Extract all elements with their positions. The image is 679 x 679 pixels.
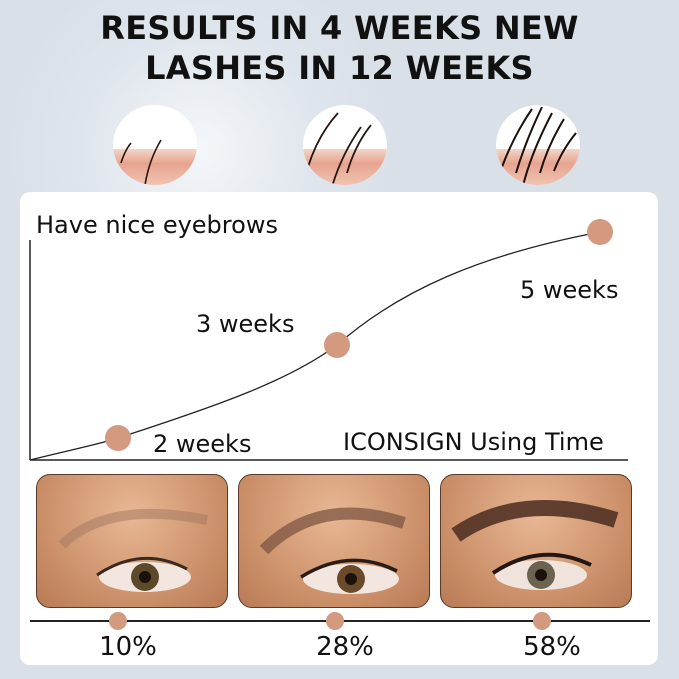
point-2-weeks bbox=[105, 425, 131, 451]
eyebrow-photo-58 bbox=[440, 474, 632, 608]
result-percent: 10% bbox=[99, 632, 157, 662]
x-axis-label: ICONSIGN Using Time bbox=[343, 428, 604, 456]
point-label: 2 weeks bbox=[153, 430, 252, 458]
headline-line1: RESULTS IN 4 WEEKS NEW bbox=[100, 9, 579, 47]
point-3-weeks bbox=[324, 332, 350, 358]
point-label: 5 weeks bbox=[520, 276, 619, 304]
hair-growth-stage-1 bbox=[113, 105, 197, 185]
point-5-weeks bbox=[587, 219, 613, 245]
eyebrow-photo-28 bbox=[238, 474, 430, 608]
headline: RESULTS IN 4 WEEKS NEW LASHES IN 12 WEEK… bbox=[0, 8, 679, 88]
timeline-dot bbox=[109, 612, 127, 630]
point-label: 3 weeks bbox=[196, 310, 295, 338]
result-percent: 28% bbox=[316, 632, 374, 662]
hair-growth-stage-2 bbox=[303, 105, 387, 185]
timeline-dot bbox=[533, 612, 551, 630]
hair-growth-stage-3 bbox=[496, 105, 580, 185]
eyebrow-photo-10 bbox=[36, 474, 228, 608]
timeline-dot bbox=[326, 612, 344, 630]
headline-line2: LASHES IN 12 WEEKS bbox=[145, 49, 534, 87]
result-percent: 58% bbox=[523, 632, 581, 662]
y-axis-label: Have nice eyebrows bbox=[36, 211, 278, 239]
growth-curve bbox=[29, 231, 601, 461]
